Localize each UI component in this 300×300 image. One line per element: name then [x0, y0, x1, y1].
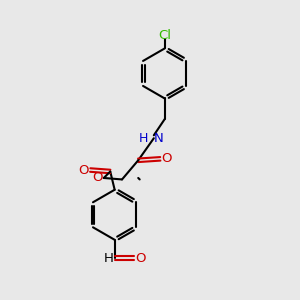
Text: Cl: Cl	[158, 29, 171, 42]
Text: H: H	[139, 132, 148, 145]
Text: O: O	[161, 152, 172, 165]
Text: O: O	[135, 252, 146, 265]
Text: N: N	[154, 132, 164, 145]
Text: O: O	[92, 172, 103, 184]
Text: H: H	[103, 252, 113, 265]
Text: O: O	[79, 164, 89, 176]
